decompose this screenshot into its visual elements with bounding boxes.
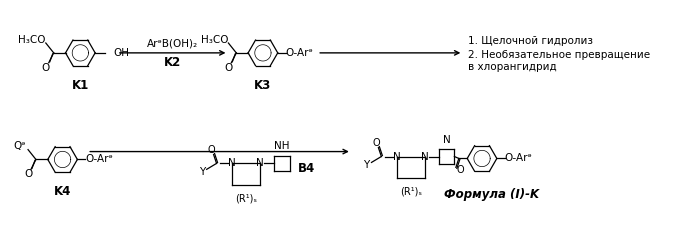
Text: O-Arᵊ: O-Arᵊ (85, 154, 113, 164)
Text: K1: K1 (72, 79, 89, 92)
Text: Y: Y (199, 167, 205, 177)
Text: O: O (224, 63, 233, 73)
Text: H₃CO: H₃CO (18, 35, 45, 45)
Text: O-Arᵊ: O-Arᵊ (286, 48, 313, 58)
Text: OH: OH (113, 48, 129, 58)
Text: Qᵊ: Qᵊ (14, 141, 27, 151)
Text: O: O (24, 169, 32, 179)
Text: O: O (457, 165, 465, 175)
Text: ArᵊB(OH)₂: ArᵊB(OH)₂ (147, 39, 199, 49)
Text: Y: Y (363, 160, 370, 170)
Text: N: N (421, 152, 428, 162)
Text: N: N (256, 159, 264, 169)
Text: 2. Необязательное превращение: 2. Необязательное превращение (468, 50, 650, 60)
Text: K3: K3 (254, 79, 271, 92)
Text: NH: NH (274, 141, 289, 151)
Text: N: N (229, 159, 236, 169)
Text: O: O (373, 138, 380, 148)
Text: (R¹)ₛ: (R¹)ₛ (235, 193, 257, 203)
Text: B4: B4 (298, 162, 315, 175)
Text: N: N (394, 152, 401, 162)
Text: (R¹)ₛ: (R¹)ₛ (400, 186, 422, 196)
Text: O-Arᵊ: O-Arᵊ (505, 154, 533, 164)
Text: O: O (42, 63, 50, 73)
Text: Формула (I)-K: Формула (I)-K (445, 188, 540, 201)
Text: O: O (208, 145, 215, 155)
Text: в хлорангидрид: в хлорангидрид (468, 62, 557, 72)
Text: K2: K2 (164, 56, 181, 69)
Text: 1. Щелочной гидролиз: 1. Щелочной гидролиз (468, 36, 593, 46)
Text: H₃CO: H₃CO (201, 35, 229, 45)
Text: K4: K4 (54, 185, 71, 198)
Text: N: N (442, 135, 450, 145)
